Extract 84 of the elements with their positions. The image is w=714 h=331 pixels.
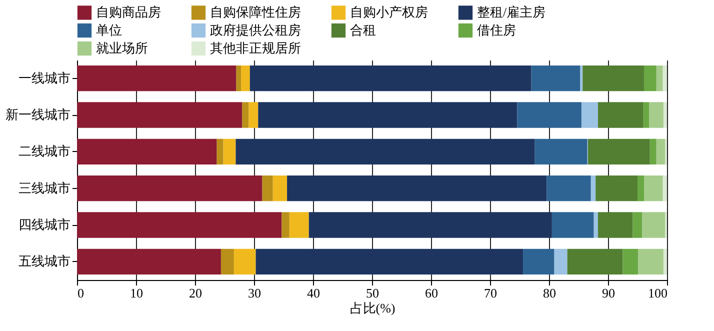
y-tick-label: 三线城市 bbox=[18, 180, 70, 196]
bar bbox=[644, 176, 663, 202]
bar bbox=[272, 176, 288, 202]
bar bbox=[223, 138, 236, 164]
bar bbox=[308, 212, 552, 238]
bar bbox=[622, 248, 638, 274]
y-tick-label: 二线城市 bbox=[18, 144, 70, 159]
legend-label: 就业场所 bbox=[96, 40, 148, 56]
bar bbox=[662, 176, 667, 202]
legend-label: 整租/雇主房 bbox=[477, 4, 546, 20]
bar bbox=[632, 212, 642, 238]
bar bbox=[236, 66, 242, 92]
bar bbox=[638, 176, 644, 202]
bar bbox=[517, 102, 582, 128]
bar bbox=[552, 212, 594, 238]
legend-label: 政府提供公租房 bbox=[210, 22, 301, 38]
bar bbox=[582, 66, 644, 92]
bar bbox=[287, 176, 547, 202]
bar bbox=[77, 176, 262, 202]
bar bbox=[650, 138, 656, 164]
x-tick-label: 30 bbox=[248, 286, 261, 300]
bar bbox=[282, 212, 290, 238]
bar bbox=[77, 102, 242, 128]
bar bbox=[234, 248, 256, 274]
x-tick-label: 90 bbox=[602, 286, 615, 300]
bar bbox=[644, 66, 656, 92]
bar bbox=[531, 66, 580, 92]
bar bbox=[663, 102, 667, 128]
bar bbox=[598, 102, 644, 128]
bar bbox=[642, 212, 666, 238]
bar bbox=[248, 102, 258, 128]
bar bbox=[598, 212, 633, 238]
bar bbox=[649, 102, 664, 128]
bar bbox=[643, 102, 650, 128]
bar bbox=[596, 176, 638, 202]
bar bbox=[77, 212, 282, 238]
bar bbox=[220, 248, 234, 274]
legend-label: 自购保障性住房 bbox=[210, 4, 301, 20]
bar bbox=[594, 212, 598, 238]
bar bbox=[656, 138, 666, 164]
y-tick-label: 五线城市 bbox=[18, 254, 70, 269]
bar bbox=[590, 176, 596, 202]
bar bbox=[242, 102, 249, 128]
bar bbox=[581, 102, 598, 128]
bar bbox=[546, 176, 591, 202]
bar bbox=[216, 138, 224, 164]
y-tick-label: 新一线城市 bbox=[6, 107, 70, 122]
bar bbox=[256, 248, 524, 274]
bar bbox=[567, 248, 623, 274]
legend-label: 合租 bbox=[350, 22, 376, 38]
x-tick-label: 80 bbox=[543, 286, 556, 300]
bar bbox=[262, 176, 273, 202]
x-tick-label: 10 bbox=[130, 286, 143, 300]
bar bbox=[77, 138, 217, 164]
bar bbox=[534, 138, 588, 164]
bar bbox=[638, 248, 664, 274]
legend-label: 借住房 bbox=[477, 22, 516, 38]
bar bbox=[236, 138, 535, 164]
bar bbox=[663, 248, 667, 274]
legend-label: 其他非正规居所 bbox=[210, 40, 301, 56]
x-tick-label: 0 bbox=[78, 286, 84, 300]
y-tick-label: 一线城市 bbox=[18, 70, 70, 86]
legend-label: 自购商品房 bbox=[96, 4, 161, 20]
x-axis-title: 占比(%) bbox=[350, 300, 396, 316]
x-tick-label: 60 bbox=[425, 286, 438, 300]
bar bbox=[241, 66, 250, 92]
x-tick-label: 40 bbox=[307, 286, 320, 300]
x-tick-label: 100 bbox=[648, 286, 668, 300]
x-tick-label: 50 bbox=[366, 286, 379, 300]
bar bbox=[588, 138, 650, 164]
bar bbox=[523, 248, 554, 274]
y-tick-label: 四线城市 bbox=[18, 217, 70, 232]
bar bbox=[554, 248, 568, 274]
x-tick-label: 70 bbox=[484, 286, 497, 300]
legend-label: 自购小产权房 bbox=[350, 4, 428, 20]
bar bbox=[77, 66, 236, 92]
bar bbox=[289, 212, 309, 238]
bar bbox=[656, 66, 663, 92]
legend-label: 单位 bbox=[96, 22, 122, 38]
bar bbox=[258, 102, 518, 128]
bar bbox=[662, 66, 667, 92]
bar bbox=[250, 66, 532, 92]
bar bbox=[77, 248, 221, 274]
x-tick-label: 20 bbox=[189, 286, 202, 300]
